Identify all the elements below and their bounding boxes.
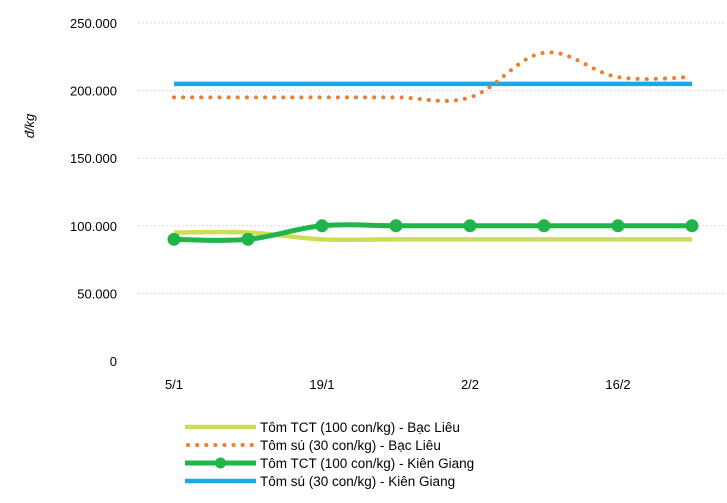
data-point-marker (389, 219, 403, 233)
y-axis-ticks: 0 50.000 100.000 150.000 200.000 250.000 (70, 16, 117, 369)
y-tick-label: 100.000 (70, 219, 117, 234)
y-axis-title: đ/kg (22, 113, 37, 138)
data-point-marker (315, 219, 329, 233)
y-tick-label: 150.000 (70, 151, 117, 166)
x-tick-label: 5/1 (165, 377, 183, 392)
y-tick-label: 200.000 (70, 84, 117, 99)
data-point-marker (611, 219, 625, 233)
data-point-marker (537, 219, 551, 233)
x-tick-label: 2/2 (461, 377, 479, 392)
x-tick-label: 19/1 (309, 377, 334, 392)
x-tick-label: 16/2 (605, 377, 630, 392)
data-point-marker (463, 219, 477, 233)
y-tick-label: 250.000 (70, 16, 117, 31)
y-tick-label: 0 (110, 354, 117, 369)
legend: Tôm TCT (100 con/kg) - Bạc Liêu Tôm sú (3… (185, 420, 474, 489)
series-lines (167, 50, 699, 246)
legend-label: Tôm TCT (100 con/kg) - Kiên Giang (260, 456, 474, 471)
series-line (171, 222, 695, 243)
legend-marker (215, 457, 226, 469)
grid (138, 22, 727, 294)
x-axis-ticks: 5/1 19/1 2/2 16/2 (165, 377, 631, 392)
series-line (173, 229, 692, 243)
series-line (172, 50, 694, 103)
data-point-marker (685, 219, 699, 233)
data-point-marker (241, 232, 255, 246)
data-point-marker (167, 232, 181, 246)
legend-label: Tôm sú (30 con/kg) - Bạc Liêu (260, 438, 441, 453)
legend-label: Tôm TCT (100 con/kg) - Bạc Liêu (260, 420, 460, 435)
y-tick-label: 50.000 (77, 286, 117, 301)
legend-label: Tôm sú (30 con/kg) - Kiên Giang (260, 474, 455, 489)
